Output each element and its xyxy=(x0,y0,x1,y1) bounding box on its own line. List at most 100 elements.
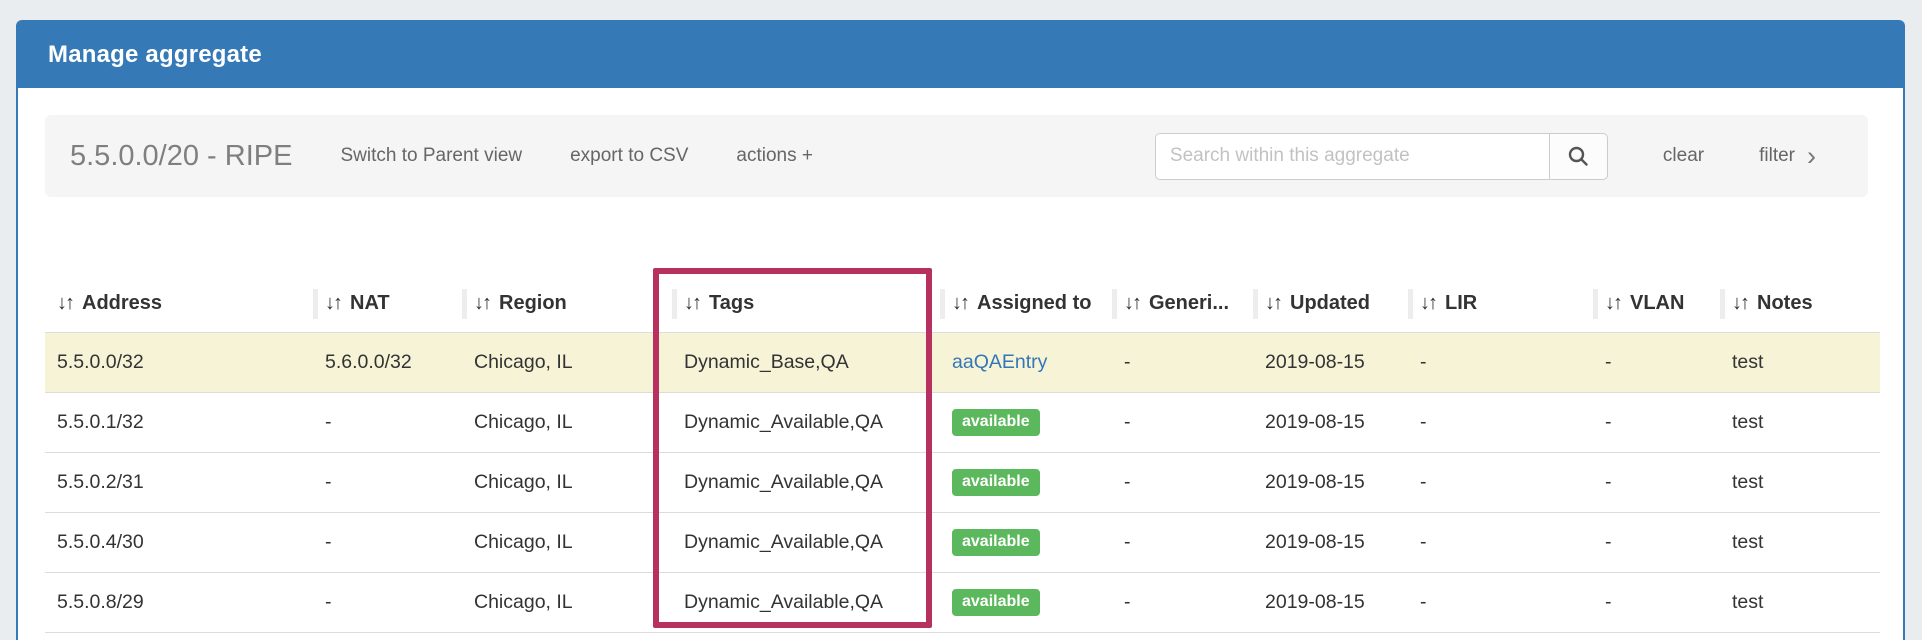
cell-region: Chicago, IL xyxy=(462,331,672,392)
aggregate-toolbar: 5.5.0.0/20 - RIPE Switch to Parent view … xyxy=(45,115,1868,197)
column-label: Address xyxy=(82,291,163,314)
assigned-entry-link[interactable]: aaQAEntry xyxy=(952,350,1048,373)
cell-updated: 2019-08-15 xyxy=(1253,451,1408,512)
cell-updated: 2019-08-15 xyxy=(1253,511,1408,572)
cell-vlan: - xyxy=(1593,511,1720,572)
cell-updated: 2019-08-15 xyxy=(1253,331,1408,392)
cell-tags: Dynamic_Base,QA xyxy=(672,331,940,392)
status-badge: available xyxy=(952,588,1040,616)
sort-icon: ↓↑ xyxy=(1265,291,1283,314)
aggregate-title: 5.5.0.0/20 - RIPE xyxy=(70,139,293,172)
cell-nat: - xyxy=(313,391,462,452)
cell-updated: 2019-08-15 xyxy=(1253,391,1408,452)
column-header-lir[interactable]: ↓↑ LIR xyxy=(1408,275,1593,332)
search-group xyxy=(1154,132,1608,180)
sort-icon: ↓↑ xyxy=(1420,291,1438,314)
cell-updated: 2019-08-15 xyxy=(1253,571,1408,633)
cell-region: Chicago, IL xyxy=(462,511,672,572)
table-row: 5.5.0.8/29 - Chicago, IL Dynamic_Availab… xyxy=(45,571,1880,633)
actions-menu-link[interactable]: actions + xyxy=(736,145,813,166)
table-row: 5.5.0.0/32 5.6.0.0/32 Chicago, IL Dynami… xyxy=(45,331,1880,392)
manage-aggregate-panel: Manage aggregate 5.5.0.0/20 - RIPE Switc… xyxy=(16,20,1905,640)
cell-assigned-to: available xyxy=(940,451,1112,512)
cell-lir: - xyxy=(1408,331,1593,392)
cell-nat: 5.6.0.0/32 xyxy=(313,331,462,392)
sort-icon: ↓↑ xyxy=(57,291,75,314)
cell-generic: - xyxy=(1112,511,1253,572)
column-label: Updated xyxy=(1290,291,1370,314)
cell-assigned-to: available xyxy=(940,391,1112,452)
column-label: Tags xyxy=(709,291,755,314)
cell-notes: test xyxy=(1720,391,1880,452)
switch-parent-view-link[interactable]: Switch to Parent view xyxy=(340,145,523,166)
column-header-notes[interactable]: ↓↑ Notes xyxy=(1720,275,1880,332)
sort-icon: ↓↑ xyxy=(1732,291,1750,314)
sort-icon: ↓↑ xyxy=(1605,291,1623,314)
cell-lir: - xyxy=(1408,451,1593,512)
column-label: LIR xyxy=(1445,291,1478,314)
cell-notes: test xyxy=(1720,511,1880,572)
panel-header: Manage aggregate xyxy=(18,22,1903,88)
cell-region: Chicago, IL xyxy=(462,451,672,512)
table-row: 5.5.0.1/32 - Chicago, IL Dynamic_Availab… xyxy=(45,391,1880,452)
cell-assigned-to: available xyxy=(940,511,1112,572)
filter-link-label: filter xyxy=(1759,145,1795,166)
search-button[interactable] xyxy=(1549,132,1608,180)
cell-generic: - xyxy=(1112,571,1253,633)
sort-icon: ↓↑ xyxy=(684,291,702,314)
cell-notes: test xyxy=(1720,571,1880,633)
search-icon xyxy=(1566,144,1590,168)
cell-tags: Dynamic_Available,QA xyxy=(672,511,940,572)
column-header-updated[interactable]: ↓↑ Updated xyxy=(1253,275,1408,332)
column-label: VLAN xyxy=(1630,291,1685,314)
clear-link[interactable]: clear xyxy=(1662,145,1705,166)
sort-icon: ↓↑ xyxy=(952,291,970,314)
page-title: Manage aggregate xyxy=(48,41,262,68)
cell-notes: test xyxy=(1720,331,1880,392)
sort-icon: ↓↑ xyxy=(474,291,492,314)
search-input[interactable] xyxy=(1154,132,1550,180)
cell-address: 5.5.0.8/29 xyxy=(45,571,313,633)
cell-lir: - xyxy=(1408,391,1593,452)
column-label: NAT xyxy=(350,291,390,314)
status-badge: available xyxy=(952,528,1040,556)
column-label: Notes xyxy=(1757,291,1813,314)
cell-nat: - xyxy=(313,511,462,572)
column-header-generic[interactable]: ↓↑ Generi... xyxy=(1112,275,1253,332)
cell-tags: Dynamic_Available,QA xyxy=(672,451,940,512)
status-badge: available xyxy=(952,468,1040,496)
cell-nat: - xyxy=(313,451,462,512)
cell-generic: - xyxy=(1112,331,1253,392)
sort-icon: ↓↑ xyxy=(1124,291,1142,314)
cell-generic: - xyxy=(1112,451,1253,512)
cell-address: 5.5.0.4/30 xyxy=(45,511,313,572)
chevron-right-icon: › xyxy=(1807,140,1816,171)
cell-vlan: - xyxy=(1593,571,1720,633)
column-label: Generi... xyxy=(1149,291,1230,314)
cell-assigned-to: aaQAEntry xyxy=(940,331,1112,392)
export-csv-link[interactable]: export to CSV xyxy=(570,145,689,166)
cell-nat: - xyxy=(313,571,462,633)
column-header-vlan[interactable]: ↓↑ VLAN xyxy=(1593,275,1720,332)
cell-vlan: - xyxy=(1593,331,1720,392)
cell-lir: - xyxy=(1408,571,1593,633)
column-header-assigned-to[interactable]: ↓↑ Assigned to xyxy=(940,275,1112,332)
column-label: Assigned to xyxy=(977,291,1092,314)
column-header-tags[interactable]: ↓↑ Tags xyxy=(672,275,940,332)
column-header-nat[interactable]: ↓↑ NAT xyxy=(313,275,462,332)
cell-region: Chicago, IL xyxy=(462,391,672,452)
table-row: 5.5.0.4/30 - Chicago, IL Dynamic_Availab… xyxy=(45,511,1880,572)
cell-vlan: - xyxy=(1593,391,1720,452)
panel-body: 5.5.0.0/20 - RIPE Switch to Parent view … xyxy=(18,88,1903,640)
cell-address: 5.5.0.2/31 xyxy=(45,451,313,512)
filter-link[interactable]: filter › xyxy=(1759,140,1816,171)
cell-address: 5.5.0.1/32 xyxy=(45,391,313,452)
cell-generic: - xyxy=(1112,391,1253,452)
cell-lir: - xyxy=(1408,511,1593,572)
table-row: 5.5.0.2/31 - Chicago, IL Dynamic_Availab… xyxy=(45,451,1880,512)
cell-tags: Dynamic_Available,QA xyxy=(672,571,940,633)
column-header-address[interactable]: ↓↑ Address xyxy=(45,275,313,332)
column-header-region[interactable]: ↓↑ Region xyxy=(462,275,672,332)
status-badge: available xyxy=(952,408,1040,436)
cell-vlan: - xyxy=(1593,451,1720,512)
